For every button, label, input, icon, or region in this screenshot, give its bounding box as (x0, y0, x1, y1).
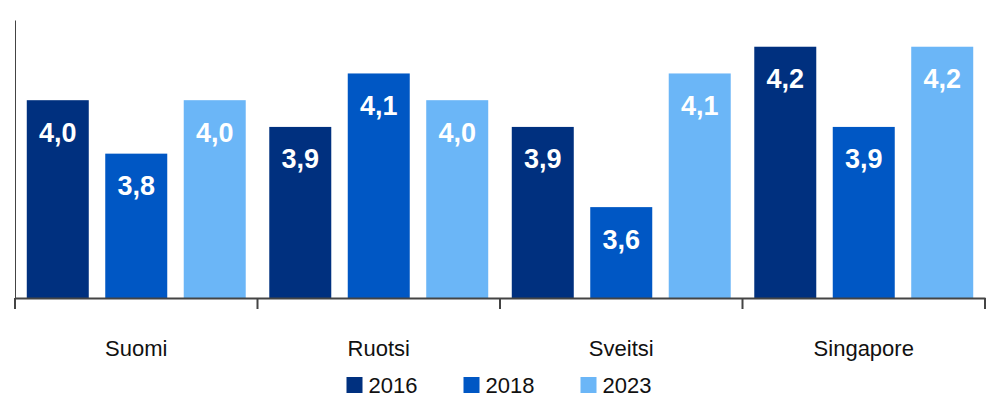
x-tick-label: Sveitsi (589, 336, 654, 361)
data-label: 4,1 (681, 91, 719, 121)
legend-swatch (347, 377, 363, 393)
legend-label: 2016 (369, 373, 418, 398)
data-label: 3,8 (117, 171, 155, 201)
bar (269, 127, 331, 298)
data-label: 4,0 (438, 118, 476, 148)
bar (184, 100, 246, 298)
data-label: 3,6 (602, 225, 640, 255)
bar (27, 100, 89, 298)
chart: 4,0 3,9 3,9 4,2 3,8 4,1 3,6 3,9 4,0 4,0 4,1 4,2 Suom… (0, 0, 1001, 416)
y-axis (15, 21, 16, 299)
legend-swatch (464, 377, 480, 393)
bar (426, 100, 488, 298)
bars (27, 47, 973, 298)
group-divider (742, 298, 744, 309)
bar (669, 73, 731, 298)
x-tick: Suomi (105, 298, 167, 361)
legend-label: 2023 (603, 373, 652, 398)
data-label: 4,0 (39, 118, 77, 148)
bar (911, 47, 973, 298)
group-divider (257, 298, 259, 309)
group-divider (14, 298, 16, 309)
x-axis: Suomi Ruotsi Sveitsi Singapore (16, 298, 986, 361)
x-tick: Singapore (814, 298, 914, 361)
bar (105, 154, 167, 298)
y-axis-line (15, 21, 16, 299)
data-label: 3,9 (281, 144, 319, 174)
legend: 2016 2018 2023 (347, 373, 652, 398)
data-label: 4,1 (360, 91, 398, 121)
bar (590, 207, 652, 298)
data-labels: 4,0 3,9 3,9 4,2 3,8 4,1 3,6 3,9 4,0 4,0 4,1 4,2 (39, 64, 961, 254)
data-label: 4,2 (923, 64, 961, 94)
bar (512, 127, 574, 298)
x-tick-label: Singapore (814, 336, 914, 361)
data-label: 3,9 (845, 144, 883, 174)
data-label: 3,9 (524, 144, 562, 174)
x-tick: Ruotsi (348, 298, 410, 361)
x-tick-label: Suomi (105, 336, 167, 361)
bar (754, 47, 816, 298)
legend-swatch (581, 377, 597, 393)
x-tick-label: Ruotsi (348, 336, 410, 361)
legend-label: 2018 (486, 373, 535, 398)
data-label: 4,0 (196, 118, 234, 148)
bar (833, 127, 895, 298)
group-divider (984, 298, 986, 309)
bar (348, 73, 410, 298)
x-tick: Sveitsi (589, 298, 654, 361)
data-label: 4,2 (766, 64, 804, 94)
group-divider (499, 298, 501, 309)
